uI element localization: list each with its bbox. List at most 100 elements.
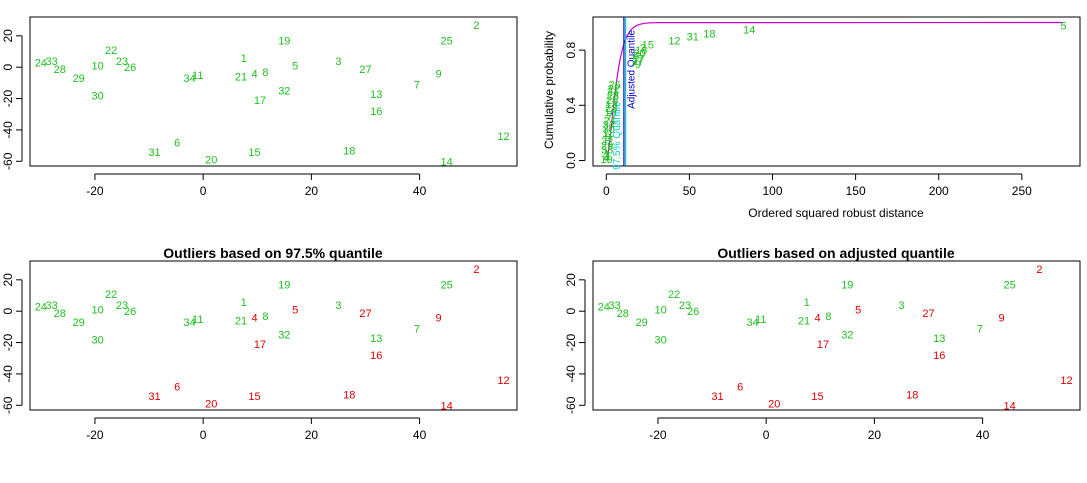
point-label-3-8: 8 (825, 311, 831, 323)
ecdf-point-label-4: 4 (604, 153, 610, 165)
y-tick-label-3-0: -60 (564, 396, 578, 414)
point-label-2-30: 30 (92, 334, 104, 346)
point-label-0-2: 2 (473, 20, 479, 32)
point-label-2-14: 14 (441, 400, 453, 412)
ecdf-point-label-32: 32 (601, 136, 613, 148)
point-label-0-12: 12 (497, 131, 509, 143)
point-label-3-22: 22 (668, 289, 680, 301)
x-tick-label-1-4: 200 (929, 184, 949, 198)
point-label-0-18: 18 (343, 145, 355, 157)
x-tick-label-1-5: 250 (1012, 184, 1032, 198)
point-label-3-25: 25 (1004, 280, 1016, 292)
point-label-3-7: 7 (977, 323, 983, 335)
point-label-3-18: 18 (906, 389, 918, 401)
point-label-0-15: 15 (248, 147, 260, 159)
ecdf-point-label-23: 23 (605, 103, 617, 115)
point-label-2-34: 34 (184, 317, 196, 329)
point-label-0-1: 1 (241, 53, 247, 65)
point-label-0-34: 34 (184, 73, 196, 85)
y-tick-label-0-0: -60 (1, 152, 15, 170)
point-label-2-8: 8 (262, 311, 268, 323)
ecdf-point-label-24: 24 (603, 115, 615, 127)
y-tick-label-3-3: 0 (564, 308, 578, 315)
point-label-0-24: 24 (35, 57, 47, 69)
point-label-0-6: 6 (174, 137, 180, 149)
x-tick-label-3-2: 20 (868, 428, 882, 442)
ecdf-point-label-9: 9 (635, 59, 641, 71)
plot-frame-1 (592, 16, 1081, 167)
x-tick-label-3-1: 0 (763, 428, 770, 442)
point-label-2-17: 17 (254, 339, 266, 351)
y-tick-label-0-4: 20 (1, 29, 15, 43)
y-tick-label-0-1: -40 (1, 121, 15, 139)
x-tick-label-1-1: 50 (683, 184, 697, 198)
point-label-0-13: 13 (370, 89, 382, 101)
point-label-3-15: 15 (811, 391, 823, 403)
x-tick-label-2-3: 40 (413, 428, 427, 442)
point-label-0-23: 23 (116, 56, 128, 68)
plot-frame-0 (29, 16, 518, 167)
point-label-2-5: 5 (292, 305, 298, 317)
y-tick-label-2-3: 0 (1, 308, 15, 315)
point-label-2-28: 28 (54, 308, 66, 320)
plot-frame-3 (592, 260, 1081, 411)
point-label-2-21: 21 (235, 316, 247, 328)
point-label-3-11: 11 (755, 314, 766, 326)
theoretical-cdf-line (605, 21, 1064, 161)
point-label-2-32: 32 (278, 330, 290, 342)
ecdf-point-label-31: 31 (687, 31, 699, 43)
point-label-0-33: 33 (46, 56, 58, 68)
point-label-3-20: 20 (768, 399, 780, 411)
point-label-2-4: 4 (251, 312, 257, 324)
point-label-0-30: 30 (92, 90, 104, 102)
x-tick-label-3-0: -20 (649, 428, 667, 442)
point-label-0-10: 10 (92, 61, 104, 73)
point-label-0-9: 9 (435, 68, 441, 80)
ecdf-point-label-18: 18 (703, 29, 715, 41)
point-label-3-31: 31 (711, 391, 723, 403)
point-label-2-16: 16 (370, 350, 382, 362)
ecdf-point-label-30: 30 (603, 124, 615, 136)
x-axis-label-top-right: Ordered squared robust distance (748, 206, 924, 220)
ecdf-point-label-14: 14 (743, 24, 755, 36)
point-label-0-14: 14 (441, 156, 453, 168)
point-label-0-31: 31 (148, 147, 160, 159)
quantile-annotation: 97.5% Quantile (612, 101, 623, 170)
point-label-2-26: 26 (124, 306, 136, 318)
ecdf-point-label-3: 3 (604, 151, 610, 163)
y-tick-label-1-2: 0.8 (564, 41, 578, 58)
y-tick-label-2-2: -20 (1, 334, 15, 352)
point-label-2-31: 31 (148, 391, 160, 403)
ecdf-point-label-21: 21 (607, 87, 619, 99)
point-label-3-26: 26 (687, 306, 699, 318)
ecdf-point-label-7: 7 (607, 111, 613, 123)
point-label-2-3: 3 (335, 300, 341, 312)
point-label-3-27: 27 (922, 308, 934, 320)
point-label-2-9: 9 (435, 312, 441, 324)
point-label-2-2: 2 (473, 264, 479, 276)
point-label-3-12: 12 (1060, 375, 1072, 387)
point-label-3-10: 10 (655, 305, 667, 317)
panel-title-bottom-right: Outliers based on adjusted quantile (717, 245, 954, 261)
point-label-0-8: 8 (262, 67, 268, 79)
point-label-3-3: 3 (898, 300, 904, 312)
point-label-3-28: 28 (617, 308, 629, 320)
point-label-3-2: 2 (1036, 264, 1042, 276)
ecdf-point-label-2: 2 (640, 42, 646, 54)
point-label-2-20: 20 (205, 399, 217, 411)
ecdf-point-label-29: 29 (601, 140, 613, 152)
point-label-2-33: 33 (46, 300, 58, 312)
ecdf-point-label-26: 26 (608, 80, 620, 92)
point-label-3-34: 34 (747, 317, 759, 329)
point-label-3-30: 30 (655, 334, 667, 346)
ecdf-point-label-19: 19 (600, 154, 612, 166)
ecdf-point-label-34: 34 (603, 120, 615, 132)
point-label-0-25: 25 (441, 36, 453, 48)
point-label-3-1: 1 (804, 297, 810, 309)
point-label-3-21: 21 (798, 316, 810, 328)
point-label-3-14: 14 (1004, 400, 1016, 412)
y-tick-label-3-2: -20 (564, 334, 578, 352)
ecdf-point-label-33: 33 (601, 144, 613, 156)
y-tick-label-2-1: -40 (1, 365, 15, 383)
point-label-0-22: 22 (105, 45, 117, 57)
